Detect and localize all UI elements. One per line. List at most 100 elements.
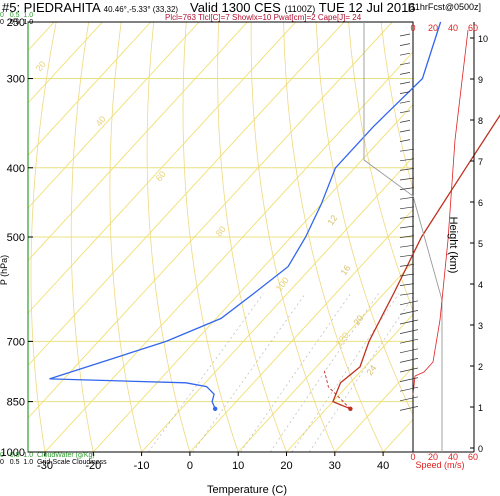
adiabat-label: 60 [154, 169, 168, 183]
wind-barb [399, 254, 415, 258]
height-axis-label: Height (km) [447, 217, 459, 274]
wind-speed-label: Speed (m/s) [415, 460, 464, 470]
adiabat-label: 20 [34, 59, 48, 73]
isotherm [28, 22, 103, 104]
height-tick-label: 3 [478, 321, 483, 331]
wind-speed-top-tick: 60 [468, 23, 478, 33]
dry-adiabat [182, 22, 239, 452]
mixing-ratio-label: 16 [338, 263, 352, 277]
wind-speed-tick: 20 [428, 452, 438, 462]
wind-speed-profile [412, 29, 469, 396]
wind-barb [399, 235, 415, 238]
mixing-ratio-line [309, 296, 413, 452]
height-tick-label: 7 [478, 157, 483, 167]
dry-adiabat [348, 22, 413, 312]
x-tick-label: 30 [329, 460, 341, 472]
mixing-ratio-label: 24 [364, 363, 378, 377]
dewpoint-line [49, 21, 442, 410]
surface-dewpoint-point [212, 406, 218, 412]
station-title: #5: PIEDRAHITA 40.46°,-5.33° (33,32) [2, 0, 178, 15]
terrain-profile [363, 22, 443, 452]
wind-barb [399, 177, 415, 181]
station-coords: 40.46°,-5.33° (33,32) [103, 5, 179, 14]
wind-barb [399, 168, 415, 171]
height-tick-label: 4 [478, 280, 483, 290]
wind-barb [399, 225, 415, 229]
valid-time: Valid 1300 CES (1100Z) TUE 12 Jul 2016 [190, 0, 416, 15]
adiabat-label: 100 [274, 275, 291, 293]
x-axis-label: Temperature (C) [207, 484, 287, 496]
station-name: #5: PIEDRAHITA [2, 0, 101, 15]
y-tick-label: 300 [7, 74, 25, 86]
x-tick-label: 10 [232, 460, 244, 472]
dry-adiabat [283, 22, 384, 452]
isotherm [28, 22, 345, 367]
wind-speed-tick: 0 [410, 452, 415, 462]
wind-barb [399, 33, 411, 37]
height-tick-label: 1 [478, 403, 483, 413]
wind-barb [399, 367, 419, 373]
cloudiness-legend: 0 0.5 1.0 Grid-Scale Cloudiness [0, 459, 107, 466]
dry-adiabat [315, 22, 413, 416]
dry-adiabat [70, 22, 94, 452]
wind-speed-top-tick: 40 [448, 23, 458, 33]
wind-barb [399, 139, 411, 142]
wind-barb [399, 396, 419, 402]
isotherm [92, 103, 413, 452]
mixing-ratio-line [270, 293, 379, 452]
wind-speed-top-tick: 0 [410, 23, 415, 33]
dry-adiabat [109, 22, 142, 452]
y-tick-label: 850 [7, 397, 25, 409]
x-tick-label: 20 [280, 460, 292, 472]
chart-series [49, 21, 500, 412]
cloudwater-legend: 0 0.5 1.0 CloudWater (g/Kg) [0, 452, 95, 459]
mixing-ratio-label: 20 [351, 313, 365, 327]
dry-adiabat [30, 22, 57, 452]
dry-adiabat [217, 22, 287, 452]
wind-barb [399, 52, 411, 56]
y-tick-label: 700 [7, 336, 25, 348]
wind-barb [399, 43, 411, 46]
y-tick-label: 250 [7, 17, 25, 29]
adiabat-label: 40 [94, 114, 108, 128]
mixing-ratio-line [192, 293, 306, 452]
dry-adiabat [479, 22, 500, 452]
wind-barb [399, 329, 419, 334]
isotherm [28, 22, 200, 209]
wind-barb [399, 310, 419, 315]
height-tick-label: 6 [478, 198, 483, 208]
wind-barb [399, 110, 411, 114]
wind-barb [399, 264, 415, 267]
isotherm [141, 156, 413, 452]
x-tick-label: -30 [37, 460, 53, 472]
y-axis-label: P (hPa) [0, 255, 9, 285]
wind-barb [399, 100, 411, 104]
wind-barb [399, 206, 415, 210]
isotherm [334, 366, 413, 452]
cloudwater-scale-top: 0 0.5 1.0 [0, 12, 34, 19]
isotherm [28, 22, 152, 157]
wind-barb [399, 120, 411, 123]
isotherm [28, 22, 248, 262]
wind-barb [399, 81, 411, 85]
valid-utc: (1100Z) [284, 4, 316, 14]
cloud-scale-bottom: 0 0.5 1.0 CloudWater (g/Kg) 0 0.5 1.0 Gr… [0, 452, 107, 466]
forecast-label: [11hrFcst@0500z] [408, 2, 482, 12]
height-tick-label: 8 [478, 116, 483, 126]
wind-barb [399, 300, 419, 306]
valid-label: Valid 1300 CES [190, 0, 281, 15]
temperature-line [332, 114, 500, 410]
wind-speed-tick: 40 [448, 452, 458, 462]
y-tick-label: 400 [7, 163, 25, 175]
wind-barb [399, 377, 419, 382]
height-tick-label: 5 [478, 239, 483, 249]
dry-adiabat [380, 22, 413, 191]
sounding-stats: Plcl=763 Tlcl[C]=7 Showlx=10 Pwat[cm]=2 … [165, 13, 362, 22]
wind-barb [399, 386, 419, 392]
y-tick-label: 500 [7, 232, 25, 244]
dry-adiabat [250, 22, 336, 452]
x-tick-label: 0 [187, 460, 193, 472]
